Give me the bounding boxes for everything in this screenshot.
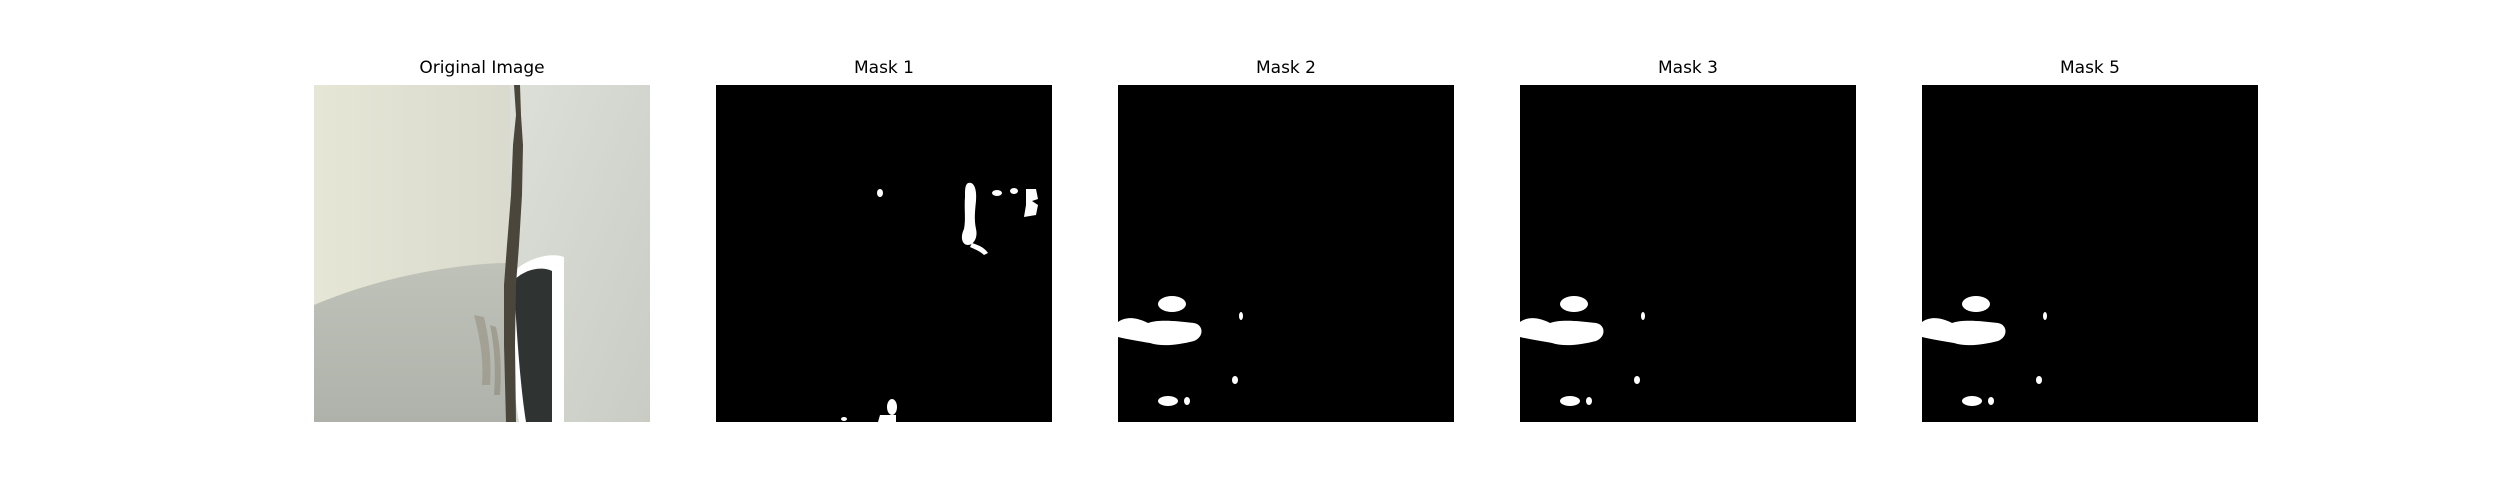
panel-title-original-image: Original Image xyxy=(419,58,545,78)
mask-3-graphic xyxy=(1520,85,1856,422)
mask-1-graphic xyxy=(716,85,1052,422)
panel-title-mask-3: Mask 3 xyxy=(1657,58,1718,78)
panel-title-mask-5: Mask 5 xyxy=(2059,58,2120,78)
photo-seam xyxy=(504,85,523,422)
mask-5-image xyxy=(1922,85,2258,422)
panel-title-mask-2: Mask 2 xyxy=(1255,58,1316,78)
photo-dirt-streak xyxy=(474,315,491,385)
photo-lower-panel xyxy=(314,263,510,422)
panel-title-mask-1: Mask 1 xyxy=(853,58,914,78)
photo-dark-gap xyxy=(514,268,552,422)
photo-dirt-streak xyxy=(490,325,501,395)
mask-2-image xyxy=(1118,85,1454,422)
mask-2-graphic xyxy=(1118,85,1454,422)
original-photo-graphic xyxy=(314,85,650,422)
mask-5-graphic xyxy=(1922,85,2258,422)
mask-1-image xyxy=(716,85,1052,422)
original-image xyxy=(314,85,650,422)
mask-3-image xyxy=(1520,85,1856,422)
